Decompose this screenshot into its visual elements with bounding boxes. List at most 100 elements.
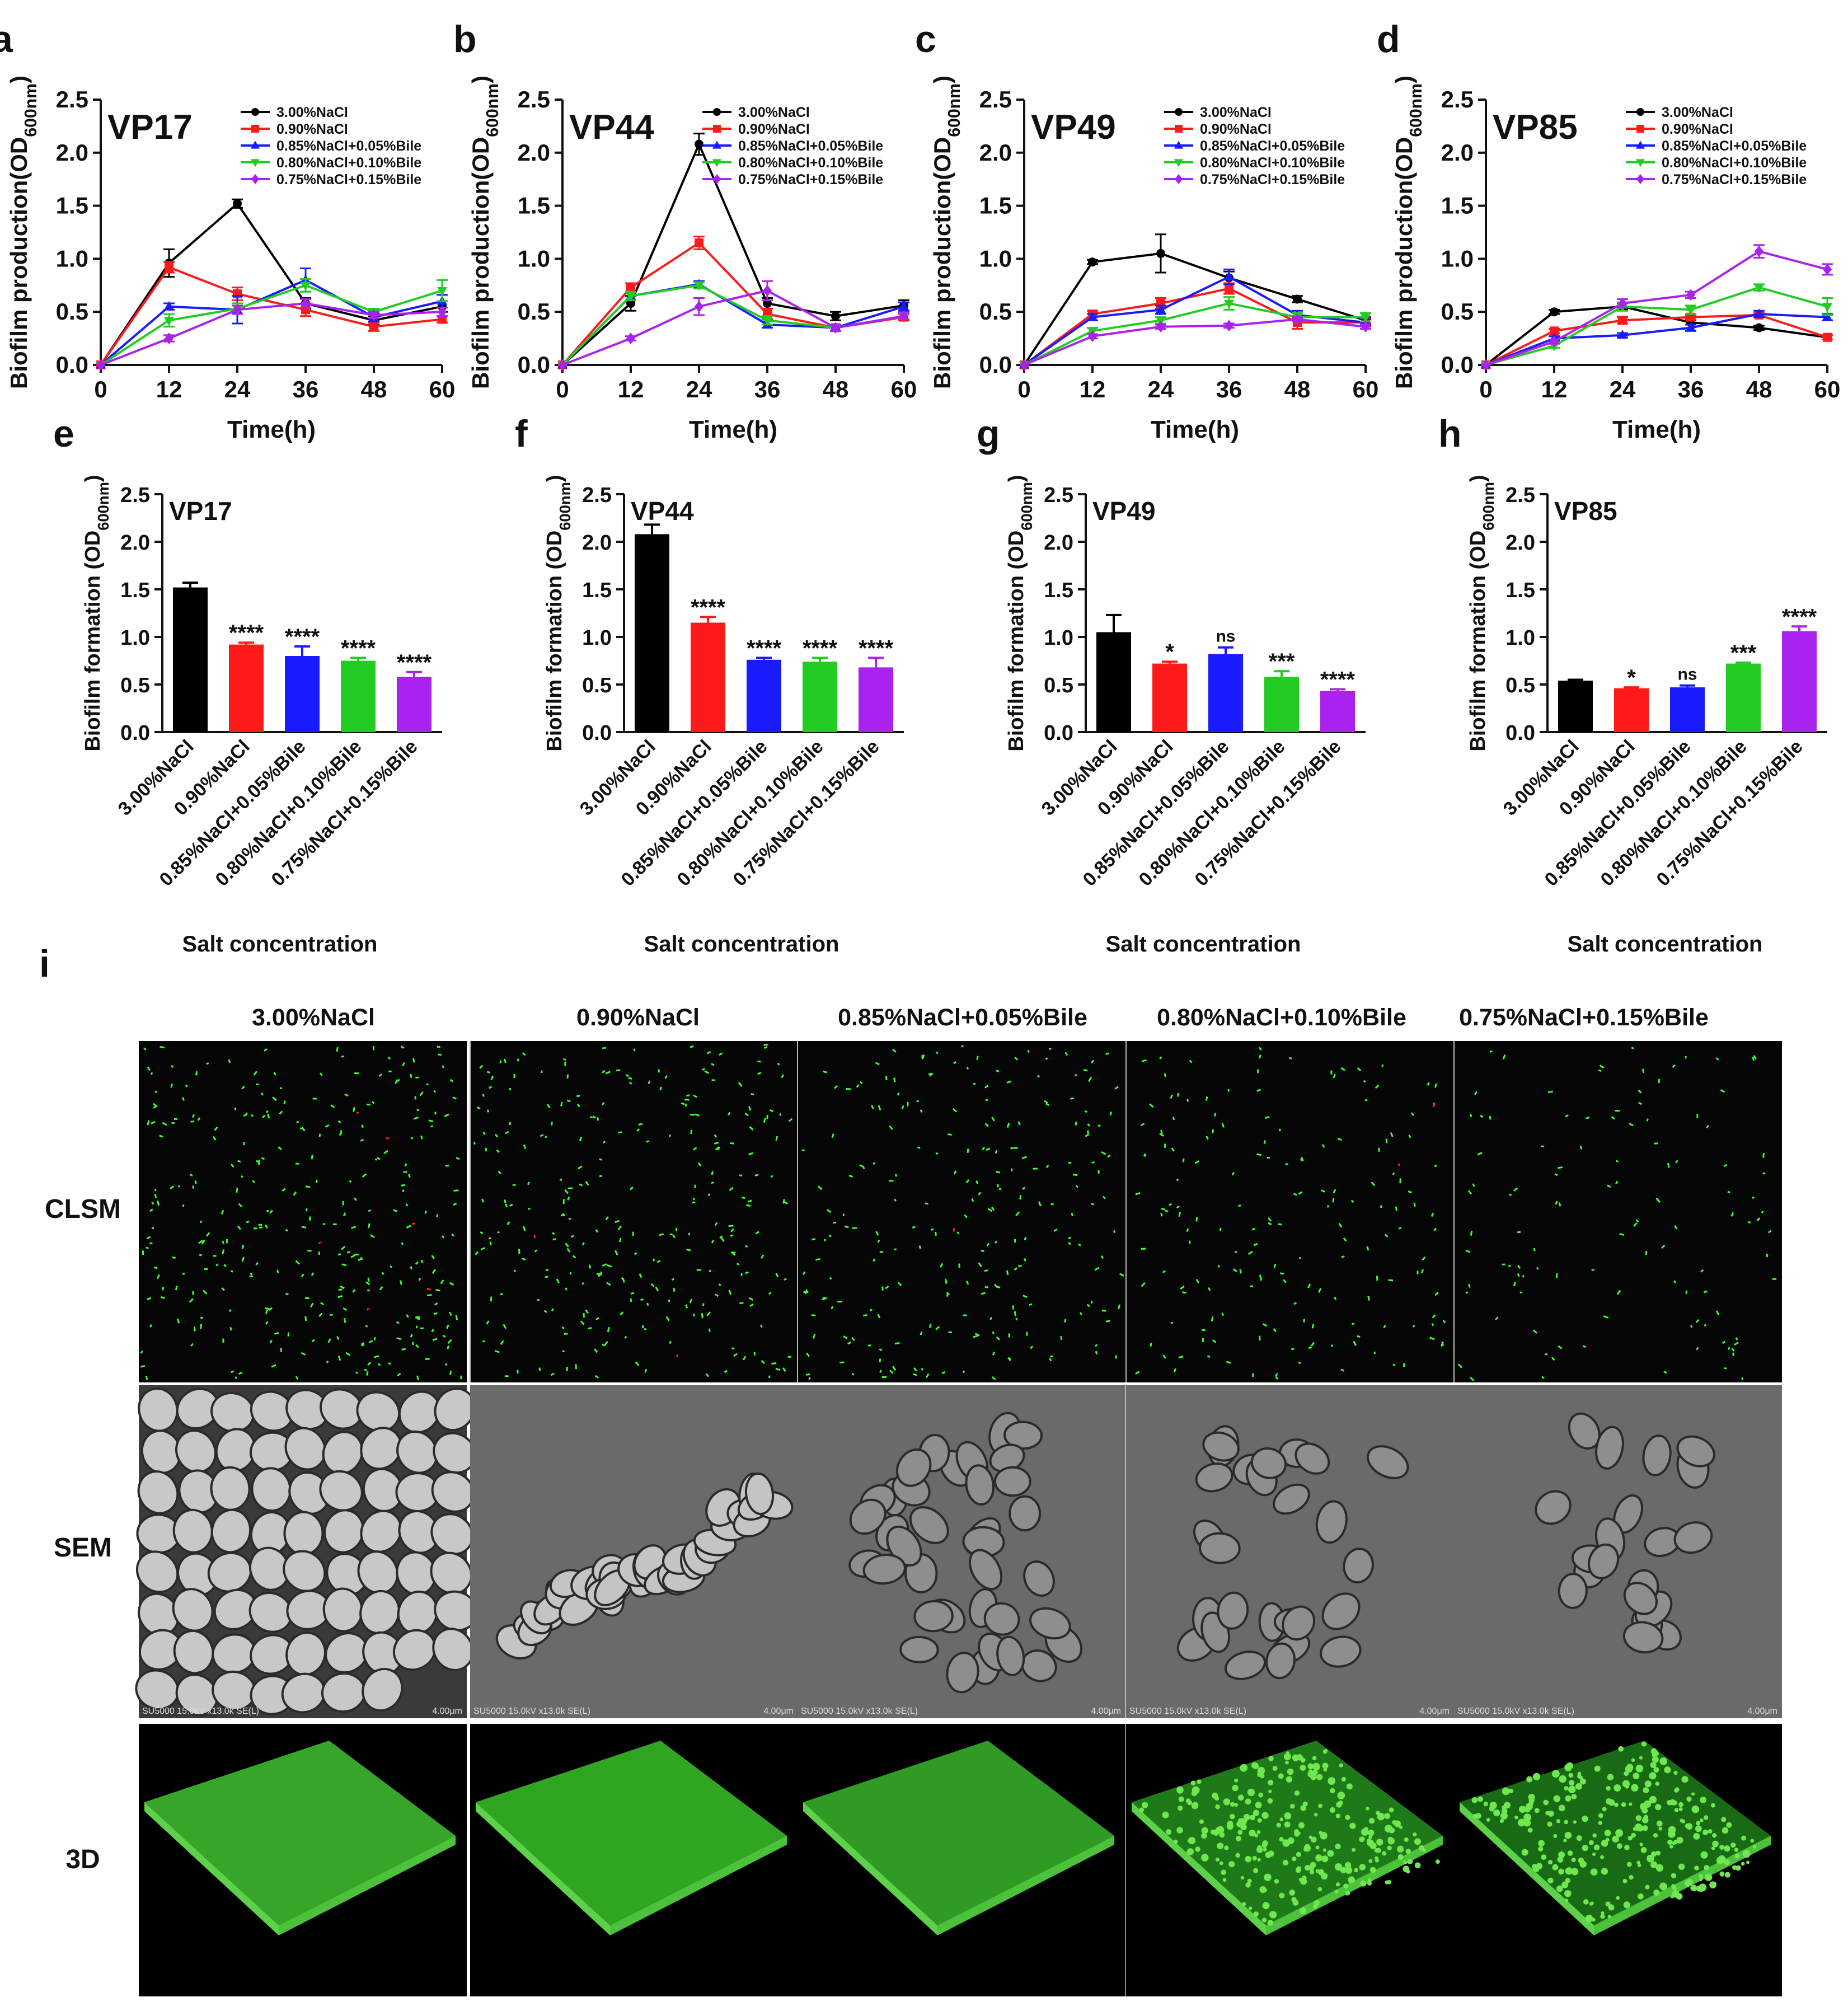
cell-dot [1685, 1056, 1687, 1058]
biofilm-cluster [1264, 1874, 1271, 1881]
data-point [626, 332, 635, 344]
biofilm-cluster [1641, 1847, 1647, 1853]
biofilm-cluster [1360, 1881, 1366, 1887]
biofilm-cluster [1577, 1835, 1582, 1841]
biofilm-cluster [1323, 1750, 1328, 1754]
biofilm-cluster [1174, 1840, 1178, 1844]
biofilm-cluster [1624, 1901, 1630, 1908]
y-tick-label: 2.5 [1044, 484, 1073, 507]
biofilm-cluster [1298, 1822, 1305, 1828]
biofilm-cluster [1616, 1896, 1620, 1900]
y-tick-label: 2.0 [1441, 139, 1474, 166]
biofilm-cluster [1382, 1851, 1386, 1856]
bacterial-cell [1199, 1532, 1240, 1563]
cell-dot [690, 1114, 695, 1115]
series-line [101, 204, 442, 365]
biofilm-cluster [1214, 1796, 1219, 1801]
biofilm-cluster [1533, 1773, 1540, 1780]
cell-dot [1330, 1071, 1332, 1075]
biofilm-cluster [1624, 1845, 1630, 1850]
biofilm-cluster [1623, 1879, 1627, 1883]
biofilm-cluster [1336, 1882, 1340, 1886]
data-point [1225, 320, 1233, 331]
y-tick-label: 0.0 [1505, 721, 1535, 745]
cell-dot [1098, 1125, 1101, 1127]
legend-marker [1636, 174, 1644, 184]
biofilm-cluster [1352, 1848, 1355, 1852]
biofilm-cluster [1656, 1864, 1663, 1872]
x-tick-label: 36 [293, 376, 319, 402]
biofilm-cluster [1502, 1806, 1506, 1810]
biofilm-cluster [1413, 1832, 1417, 1836]
cell-dot [833, 1222, 836, 1224]
significance-label: **** [803, 636, 838, 660]
cell-dot [1545, 1353, 1547, 1356]
biofilm-cluster [1269, 1911, 1277, 1918]
cell-dot [600, 1272, 602, 1275]
biofilm-cluster [1645, 1780, 1652, 1787]
biofilm-cluster [1724, 1859, 1729, 1865]
image-background [139, 1041, 467, 1382]
biofilm-cluster [1658, 1827, 1662, 1831]
biofilm-cluster [1631, 1759, 1635, 1762]
biofilm-cluster [1680, 1819, 1683, 1823]
legend-entry: 0.85%NaCl+0.05%Bile [738, 138, 883, 154]
significance-label: **** [859, 636, 894, 660]
y-tick-label: 2.5 [979, 86, 1012, 112]
significance-label: **** [747, 636, 782, 660]
biofilm-cluster [1316, 1845, 1320, 1849]
biofilm-cluster [1268, 1798, 1273, 1804]
data-point [369, 322, 378, 331]
data-point [695, 140, 703, 149]
clsm-image [1454, 1041, 1782, 1382]
biofilm-cluster [1664, 1766, 1671, 1773]
cell-dot [1141, 1248, 1146, 1250]
cell-dot [305, 1297, 309, 1300]
biofilm-cluster [1253, 1856, 1257, 1860]
biofilm-cluster [1734, 1853, 1739, 1858]
biofilm-cluster [1345, 1891, 1350, 1896]
biofilm-cluster [1704, 1865, 1709, 1870]
cell-dot [824, 1239, 825, 1241]
biofilm-cluster [1543, 1800, 1549, 1806]
cell-dot [403, 1171, 407, 1173]
biofilm-cluster [1303, 1802, 1308, 1807]
biofilm-cluster [1192, 1790, 1197, 1796]
biofilm-cluster [1202, 1827, 1208, 1834]
data-point [1293, 294, 1302, 303]
biofilm-cluster [1724, 1845, 1730, 1851]
x-tick-label: 0 [1479, 376, 1492, 402]
cell-dot [318, 1251, 320, 1255]
cell-dot [1772, 1278, 1776, 1280]
biofilm-cluster [1694, 1865, 1699, 1870]
biofilm-cluster [1548, 1860, 1552, 1864]
clsm-image [139, 1041, 467, 1382]
cell-dot [1286, 1163, 1288, 1165]
biofilm-cluster [1618, 1746, 1624, 1752]
y-tick-label: 0.5 [582, 674, 612, 697]
row-label: SEM [54, 1533, 112, 1563]
cell-dot [489, 1237, 491, 1240]
bar [173, 588, 208, 732]
biofilm-cluster [1377, 1813, 1385, 1821]
sem-caption: SU5000 15.0kV x13.0k SE(L) [1457, 1706, 1574, 1716]
biofilm-cluster [1722, 1827, 1729, 1834]
biofilm-cluster [1348, 1877, 1355, 1883]
biofilm-cluster [1251, 1762, 1258, 1769]
cell-dot [731, 1251, 735, 1253]
biofilm-cluster [1653, 1890, 1659, 1896]
biofilm-cluster [1297, 1754, 1303, 1760]
biofilm-cluster [1364, 1827, 1368, 1831]
biofilm-cluster [1221, 1870, 1226, 1876]
biofilm-cluster [1338, 1792, 1345, 1799]
biofilm-cluster [1552, 1864, 1558, 1870]
cell-dot [739, 1174, 742, 1176]
cell-dot [517, 1370, 518, 1373]
legend-entry: 0.80%NaCl+0.10%Bile [738, 155, 883, 171]
biofilm-cluster [1385, 1881, 1389, 1884]
cell-dot [259, 1226, 263, 1229]
y-axis-title: Biofilm formation (OD600nm) [1005, 475, 1035, 751]
cell-dot [1732, 1353, 1734, 1356]
significance-label: **** [285, 625, 320, 649]
biofilm-cluster [1216, 1827, 1220, 1832]
